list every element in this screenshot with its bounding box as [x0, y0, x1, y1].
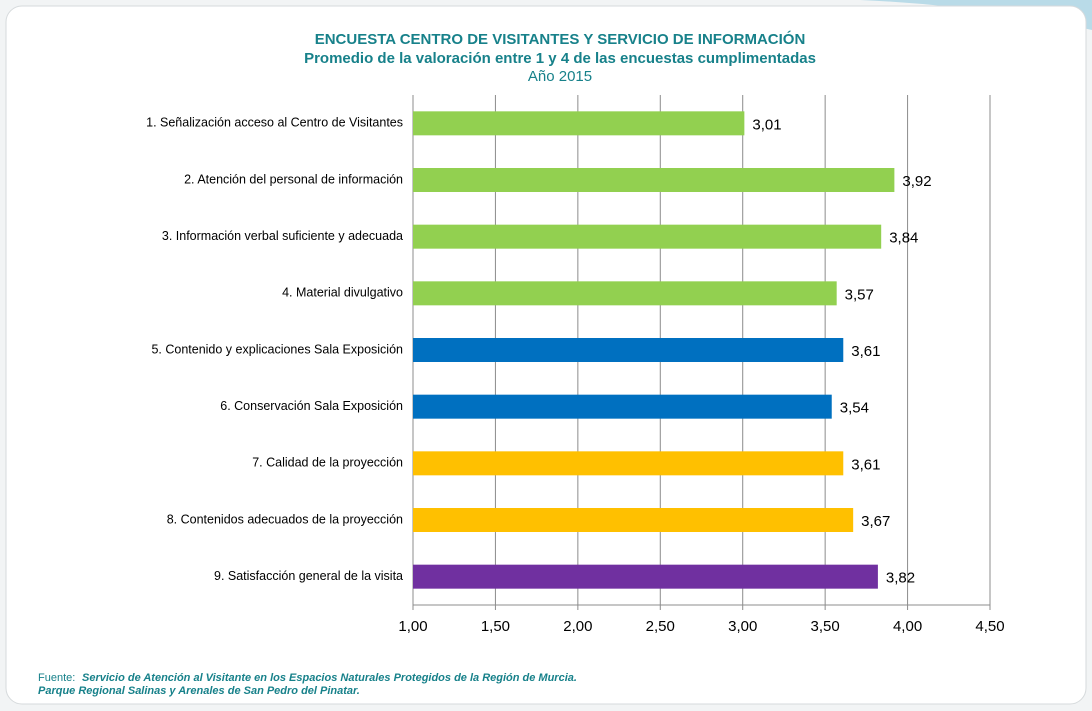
- y-tick-label: 5. Contenido y explicaciones Sala Exposi…: [151, 342, 403, 356]
- value-label: 3,57: [845, 286, 874, 303]
- chart-title: ENCUESTA CENTRO DE VISITANTES Y SERVICIO…: [315, 30, 806, 48]
- x-tick-label: 2,50: [646, 618, 675, 635]
- y-tick-label: 2. Atención del personal de información: [184, 172, 403, 186]
- x-tick-label: 4,50: [975, 618, 1004, 635]
- y-tick-label: 7. Calidad de la proyección: [252, 456, 403, 470]
- bar: [413, 168, 895, 192]
- bar: [413, 564, 878, 589]
- y-tick-label: 8. Contenidos adecuados de la proyección: [167, 512, 403, 526]
- value-label: 3,54: [840, 400, 869, 417]
- source-line: Parque Regional Salinas y Arenales de Sa…: [38, 685, 360, 697]
- bar: [413, 451, 844, 476]
- y-tick-label: 9. Satisfacción general de la visita: [214, 569, 403, 583]
- y-tick-label: 1. Señalización acceso al Centro de Visi…: [146, 116, 403, 130]
- x-tick-label: 1,00: [398, 618, 427, 635]
- value-label: 3,61: [851, 343, 880, 360]
- x-tick-label: 4,00: [893, 618, 922, 635]
- bar: [413, 224, 882, 249]
- source-line: Servicio de Atención al Visitante en los…: [82, 672, 577, 684]
- x-tick-label: 1,50: [481, 618, 510, 635]
- y-tick-label: 4. Material divulgativo: [282, 286, 403, 300]
- y-tick-label: 6. Conservación Sala Exposición: [220, 399, 403, 413]
- value-label: 3,84: [889, 230, 918, 247]
- bar: [413, 111, 745, 136]
- x-tick-label: 3,00: [728, 618, 757, 635]
- value-label: 3,82: [886, 570, 915, 587]
- bar: [413, 508, 854, 532]
- chart-subtitle: Promedio de la valoración entre 1 y 4 de…: [304, 50, 816, 67]
- bar: [413, 338, 844, 362]
- value-label: 3,61: [851, 456, 880, 473]
- value-label: 3,92: [902, 173, 931, 190]
- source-prefix: Fuente:: [38, 672, 75, 684]
- value-label: 3,67: [861, 513, 890, 530]
- value-label: 3,01: [752, 116, 781, 133]
- bar: [413, 281, 837, 306]
- bar: [413, 394, 832, 419]
- x-tick-label: 3,50: [811, 618, 840, 635]
- chart-year: Año 2015: [528, 68, 592, 85]
- x-tick-label: 2,00: [563, 618, 592, 635]
- y-tick-label: 3. Información verbal suficiente y adecu…: [162, 229, 403, 243]
